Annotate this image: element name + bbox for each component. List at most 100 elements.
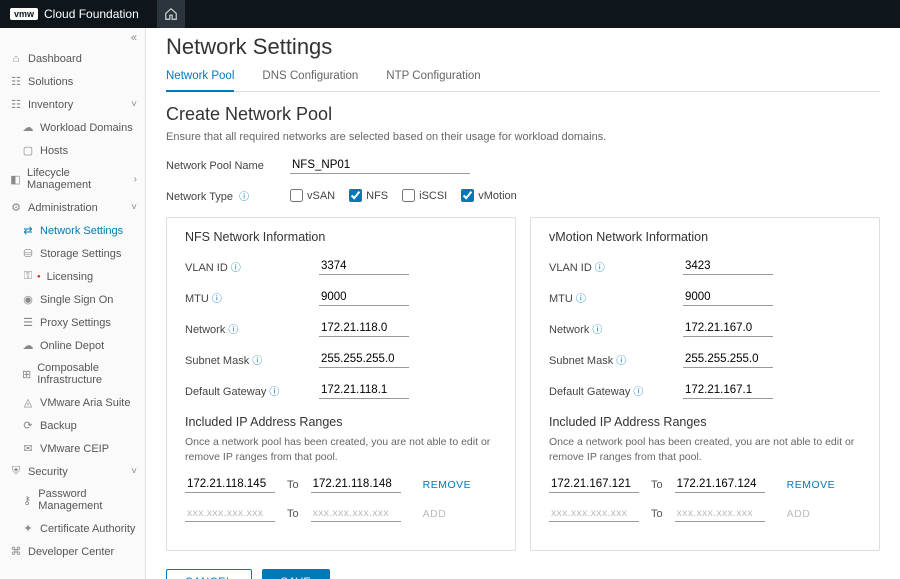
nav-icon: ⚿: [22, 270, 34, 283]
nav-icon: ⛁: [22, 247, 34, 260]
topbar: vmw Cloud Foundation: [0, 0, 900, 28]
ip-to-input[interactable]: [311, 505, 401, 522]
nav-icon: ⛨: [10, 465, 22, 478]
sidebar-item-composable-infrastructure[interactable]: ⊞Composable Infrastructure: [0, 357, 145, 391]
info-icon[interactable]: ⓘ: [576, 294, 586, 305]
nav-icon: ⊞: [22, 368, 31, 381]
tab-ntp-configuration[interactable]: NTP Configuration: [386, 64, 480, 91]
sidebar-item-vmware-aria-suite[interactable]: ◬VMware Aria Suite: [0, 391, 145, 414]
info-icon[interactable]: ⓘ: [239, 192, 249, 203]
network-type-label: Network Type ⓘ: [166, 188, 276, 203]
checkbox-iscsi[interactable]: iSCSI: [402, 189, 447, 202]
tab-network-pool[interactable]: Network Pool: [166, 64, 234, 92]
sidebar-item-certificate-authority[interactable]: ✦Certificate Authority: [0, 517, 145, 540]
nav-label: VMware CEIP: [40, 443, 109, 455]
ip-to-input[interactable]: [311, 476, 401, 493]
ip-ranges-title: Included IP Address Ranges: [549, 415, 861, 429]
field-input-subnet-mask[interactable]: [683, 351, 773, 368]
main-content: Network Settings Network Pool DNS Configu…: [146, 28, 900, 579]
sidebar-item-security[interactable]: ⛨Security˅: [0, 460, 145, 483]
ip-from-input[interactable]: [549, 476, 639, 493]
checkbox-input-vmotion[interactable]: [461, 189, 474, 202]
ip-to-input[interactable]: [675, 505, 765, 522]
field-input-vlan-id[interactable]: [683, 258, 773, 275]
field-input-network[interactable]: [683, 320, 773, 337]
sidebar-item-lifecycle-management[interactable]: ◧Lifecycle Management›: [0, 162, 145, 196]
to-label: To: [287, 479, 299, 491]
tabs: Network Pool DNS Configuration NTP Configu…: [166, 64, 880, 92]
sidebar-item-single-sign-on[interactable]: ◉Single Sign On: [0, 288, 145, 311]
sidebar-item-proxy-settings[interactable]: ☰Proxy Settings: [0, 311, 145, 334]
home-button[interactable]: [157, 0, 185, 28]
sidebar-item-password-management[interactable]: ⚷Password Management: [0, 483, 145, 517]
field-label: Default Gatewayⓘ: [185, 383, 305, 398]
checkbox-nfs[interactable]: NFS: [349, 189, 388, 202]
field-input-mtu[interactable]: [683, 289, 773, 306]
field-input-default-gateway[interactable]: [319, 382, 409, 399]
sidebar-item-storage-settings[interactable]: ⛁Storage Settings: [0, 242, 145, 265]
to-label: To: [651, 479, 663, 491]
checkbox-input-vsan[interactable]: [290, 189, 303, 202]
info-icon[interactable]: ⓘ: [269, 387, 279, 398]
sidebar-item-dashboard[interactable]: ⌂Dashboard: [0, 48, 145, 70]
info-icon[interactable]: ⓘ: [231, 263, 241, 274]
remove-range-button[interactable]: REMOVE: [787, 479, 836, 491]
checkbox-input-nfs[interactable]: [349, 189, 362, 202]
nav-icon: ☰: [22, 316, 34, 329]
checkbox-vmotion[interactable]: vMotion: [461, 189, 517, 202]
info-icon[interactable]: ⓘ: [228, 325, 238, 336]
info-icon[interactable]: ⓘ: [252, 356, 262, 367]
field-input-vlan-id[interactable]: [319, 258, 409, 275]
field-row: Default Gatewayⓘ: [185, 382, 497, 399]
ip-from-input[interactable]: [185, 505, 275, 522]
sidebar-item-licensing[interactable]: ⚿●Licensing: [0, 265, 145, 288]
footer-buttons: CANCEL SAVE: [166, 569, 880, 579]
sidebar-item-network-settings[interactable]: ⇄Network Settings: [0, 219, 145, 242]
helper-text: Ensure that all required networks are se…: [166, 131, 880, 143]
sidebar-item-administration[interactable]: ⚙Administration˅: [0, 196, 145, 219]
sidebar-item-solutions[interactable]: ☷Solutions: [0, 70, 145, 93]
field-input-subnet-mask[interactable]: [319, 351, 409, 368]
sidebar-item-hosts[interactable]: ▢Hosts: [0, 139, 145, 162]
info-icon[interactable]: ⓘ: [616, 356, 626, 367]
sidebar-item-inventory[interactable]: ☷Inventory˅: [0, 93, 145, 116]
nav-label: Administration: [28, 202, 98, 214]
field-input-network[interactable]: [319, 320, 409, 337]
info-icon[interactable]: ⓘ: [212, 294, 222, 305]
collapse-icon: «: [131, 32, 137, 44]
field-label: Subnet Maskⓘ: [185, 352, 305, 367]
ip-from-input[interactable]: [185, 476, 275, 493]
ip-from-input[interactable]: [549, 505, 639, 522]
sidebar-collapse[interactable]: «: [0, 28, 145, 48]
cancel-button[interactable]: CANCEL: [166, 569, 252, 579]
nav-label: Security: [28, 466, 68, 478]
page-title: Network Settings: [166, 34, 880, 60]
sidebar-item-workload-domains[interactable]: ☁Workload Domains: [0, 116, 145, 139]
sidebar-item-vmware-ceip[interactable]: ✉ VMware CEIP: [0, 437, 145, 460]
pool-name-input[interactable]: [290, 157, 470, 174]
field-row: Networkⓘ: [185, 320, 497, 337]
info-icon[interactable]: ⓘ: [633, 387, 643, 398]
sidebar-item-online-depot[interactable]: ☁Online Depot: [0, 334, 145, 357]
save-button[interactable]: SAVE: [262, 569, 331, 579]
sidebar-item-backup[interactable]: ⟳Backup: [0, 414, 145, 437]
info-icon[interactable]: ⓘ: [592, 325, 602, 336]
tab-dns-configuration[interactable]: DNS Configuration: [262, 64, 358, 91]
sidebar: « ⌂Dashboard☷Solutions☷Inventory˅☁Worklo…: [0, 28, 146, 579]
field-input-default-gateway[interactable]: [683, 382, 773, 399]
field-row: Networkⓘ: [549, 320, 861, 337]
nav-label: Certificate Authority: [40, 523, 135, 535]
nav-label: Password Management: [38, 488, 137, 512]
nav-label: Network Settings: [40, 225, 123, 237]
checkbox-input-iscsi[interactable]: [402, 189, 415, 202]
nav-icon: ✉: [22, 442, 34, 455]
sidebar-item-developer-center[interactable]: ⌘Developer Center: [0, 540, 145, 563]
ip-to-input[interactable]: [675, 476, 765, 493]
field-input-mtu[interactable]: [319, 289, 409, 306]
field-label: VLAN IDⓘ: [549, 259, 669, 274]
nav-label: Inventory: [28, 99, 73, 111]
field-label: VLAN IDⓘ: [185, 259, 305, 274]
info-icon[interactable]: ⓘ: [595, 263, 605, 274]
checkbox-vsan[interactable]: vSAN: [290, 189, 335, 202]
remove-range-button[interactable]: REMOVE: [423, 479, 472, 491]
